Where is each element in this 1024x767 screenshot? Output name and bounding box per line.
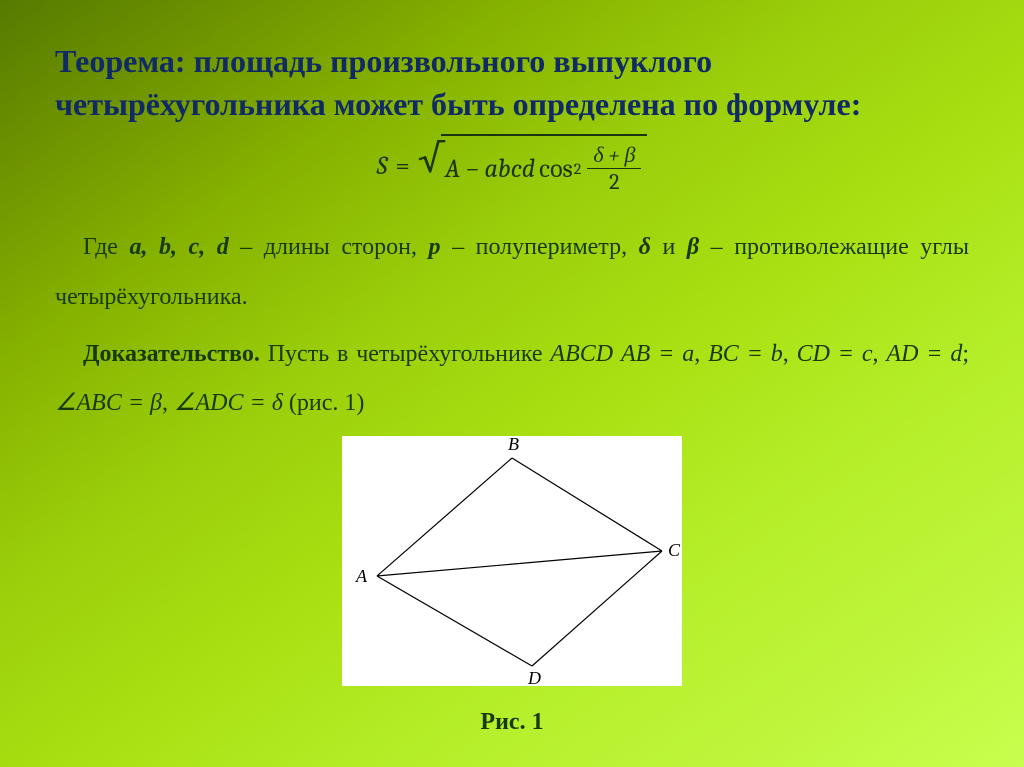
p2-sc: ; <box>962 341 969 367</box>
p1-beta: β <box>687 234 699 260</box>
p1-and: и <box>651 234 687 260</box>
p1-vars: a, b, c, d <box>129 234 228 260</box>
p2-sp <box>613 341 621 367</box>
fraction-num: δ + β <box>587 144 641 169</box>
slide: Теорема: площадь произвольного выпуклого… <box>0 0 1024 767</box>
proof-paragraph: Доказательство. Пусть в четырёхугольнике… <box>55 330 969 428</box>
svg-text:C: C <box>668 540 681 560</box>
p2-cd: CD = c <box>797 341 873 367</box>
explanation-paragraph: Где a, b, c, d – длины сторон, p – полуп… <box>55 223 969 321</box>
p1-mid1: – длины сторон, <box>229 234 429 260</box>
formula-lhs: S <box>377 153 388 179</box>
theorem-title: Теорема: площадь произвольного выпуклого… <box>55 40 969 126</box>
formula: S = √ A − abcd cos2 δ + β 2 <box>377 134 648 197</box>
p2-ad: AD = d <box>886 341 962 367</box>
p2-c1: , <box>694 341 708 367</box>
svg-text:A: A <box>355 566 368 586</box>
radicand-part1: A − abcd <box>445 156 535 182</box>
sqrt-icon: √ <box>418 138 444 178</box>
p1-prefix: Где <box>83 234 129 260</box>
sqrt-body: A − abcd cos2 δ + β 2 <box>441 134 647 197</box>
cos-text: cos <box>539 156 573 182</box>
fraction: δ + β 2 <box>587 144 641 193</box>
fraction-den: 2 <box>603 169 625 193</box>
p2-ang2: ∠ADC = δ <box>174 390 283 416</box>
p1-delta: δ <box>639 234 651 260</box>
p1-mid2: – полупериметр, <box>441 234 639 260</box>
formula-area: S = √ A − abcd cos2 δ + β 2 <box>55 134 969 197</box>
quadrilateral-diagram: A B C D <box>342 436 682 686</box>
figure-caption: Рис. 1 <box>55 709 969 736</box>
p2-c4: , <box>162 390 174 416</box>
p2-abcd: ABCD <box>550 341 613 367</box>
cos-exponent: 2 <box>574 161 582 177</box>
proof-label: Доказательство. <box>83 341 260 367</box>
p1-p: p <box>429 234 441 260</box>
p2-ab: AB = a <box>621 341 694 367</box>
p2-bc: BC = b <box>708 341 783 367</box>
svg-text:D: D <box>527 668 541 686</box>
sqrt: √ A − abcd cos2 δ + β 2 <box>418 134 648 197</box>
diagram-wrap: A B C D <box>55 436 969 691</box>
p2-c2: , <box>783 341 797 367</box>
p2-c3: , <box>873 341 887 367</box>
p2-t1: Пусть в четырёхугольнике <box>260 341 551 367</box>
svg-text:B: B <box>508 436 519 454</box>
p2-ang1: ∠ABC = β <box>55 390 162 416</box>
formula-eq: = <box>395 153 409 179</box>
p2-ref: (рис. 1) <box>283 390 364 416</box>
